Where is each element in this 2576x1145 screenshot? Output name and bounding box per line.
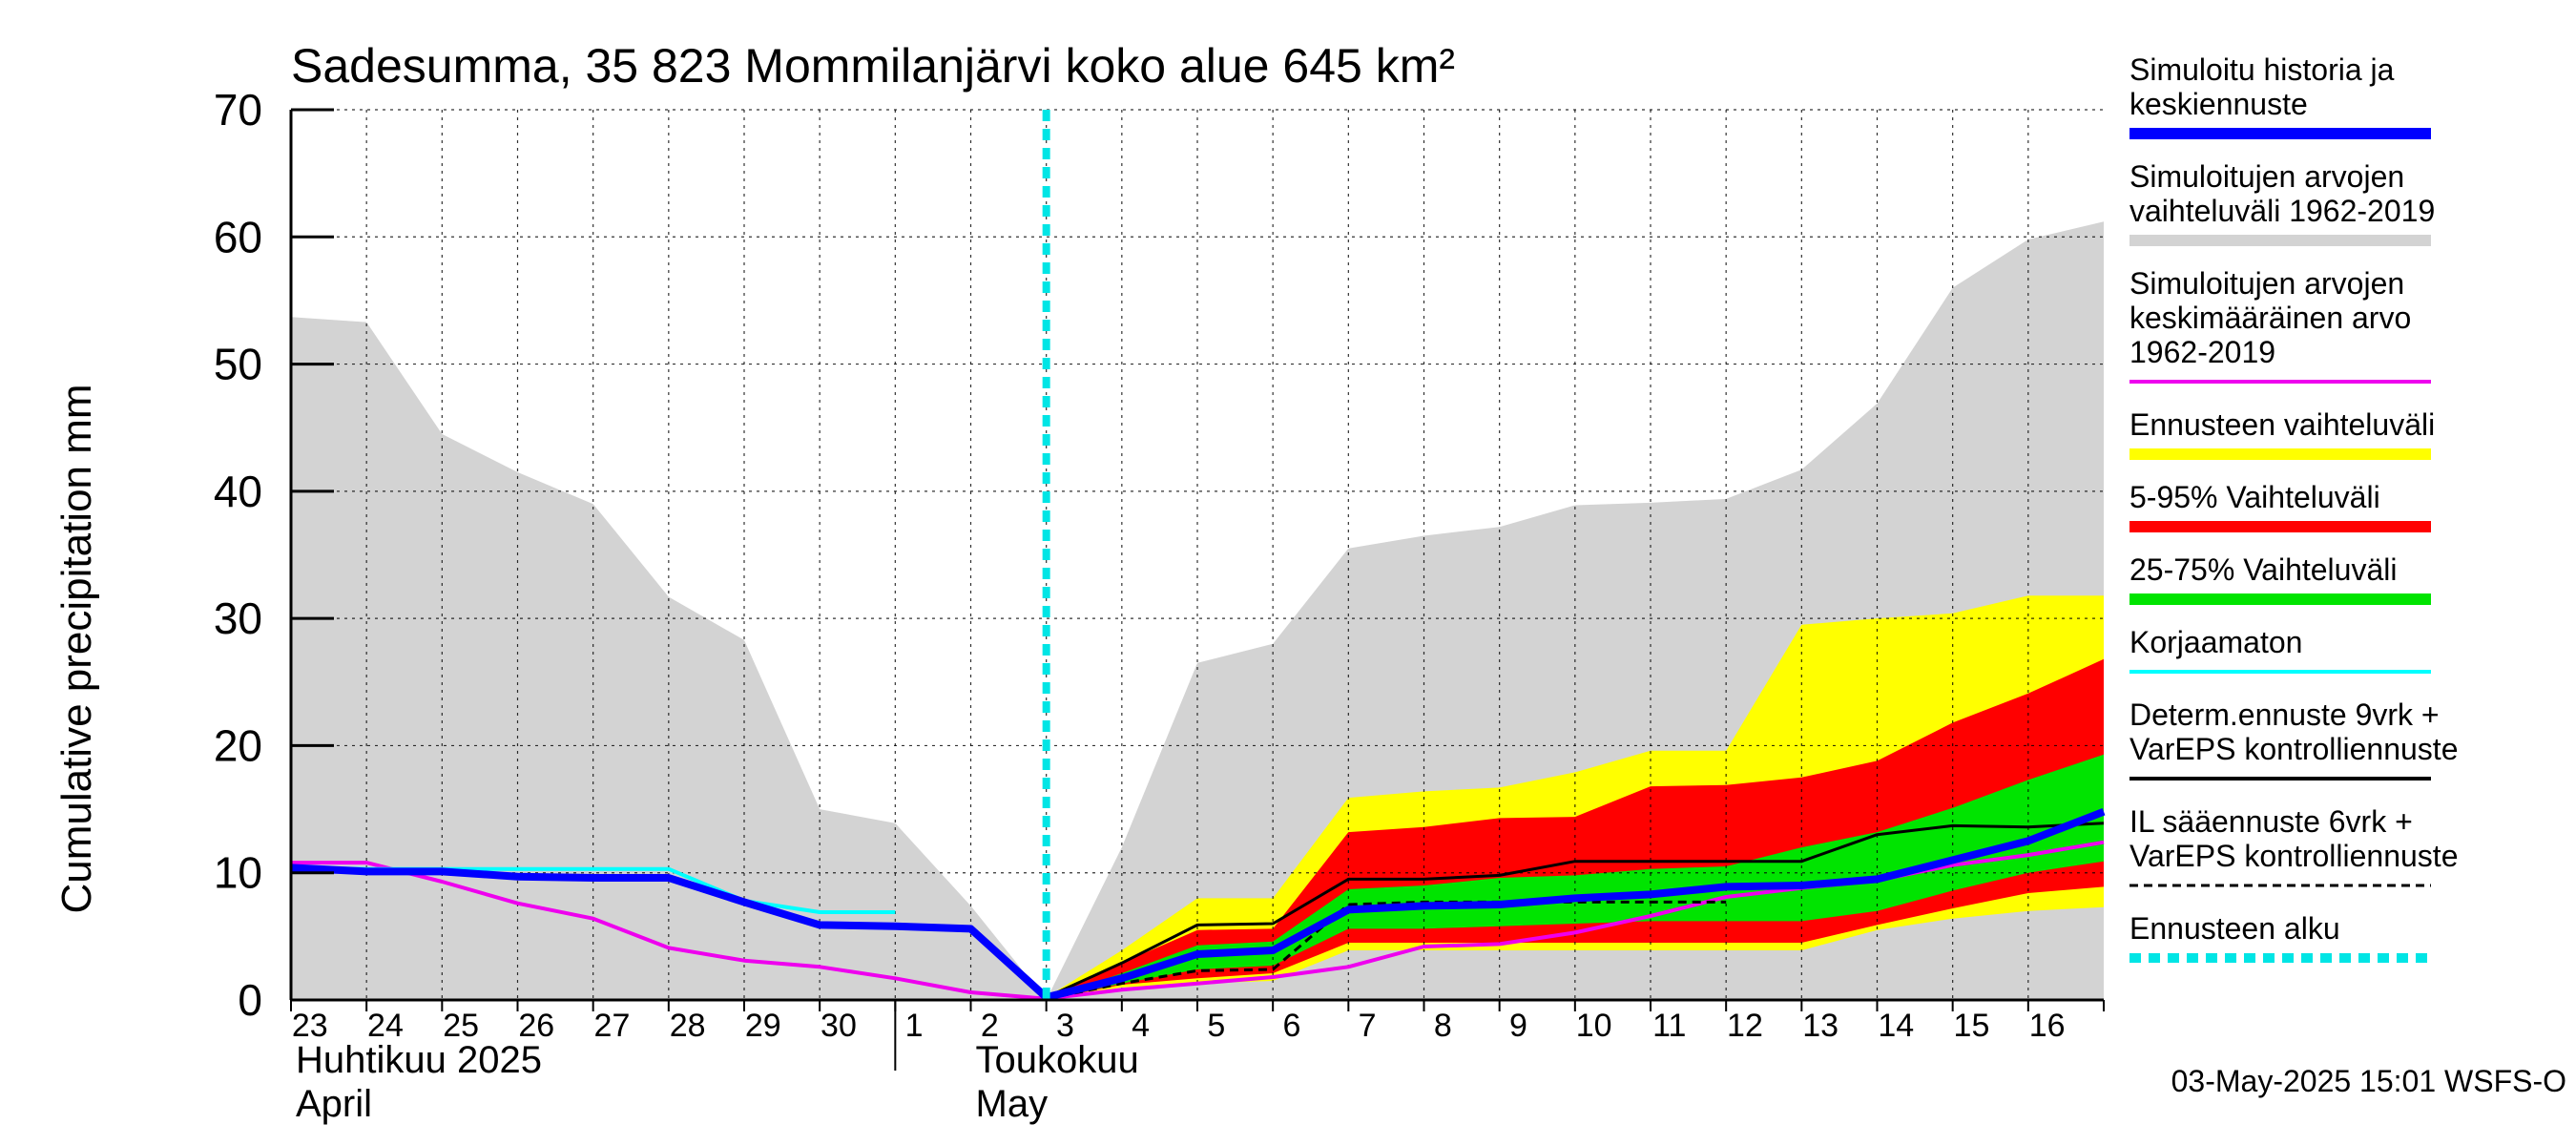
legend-label: Ennusteen vaihteluväli	[2129, 407, 2435, 442]
x-tick-label: 14	[1878, 1008, 1914, 1044]
x-tick-label: 13	[1802, 1008, 1839, 1044]
month-label: Huhtikuu 2025	[296, 1039, 542, 1081]
x-tick-label: 6	[1282, 1008, 1300, 1044]
x-tick-label: 3	[1056, 1008, 1074, 1044]
legend-label: keskimääräinen arvo	[2129, 301, 2411, 335]
x-tick-label: 25	[443, 1008, 479, 1044]
legend-label: 25-75% Vaihteluväli	[2129, 552, 2397, 587]
month-label: Toukokuu	[976, 1039, 1139, 1081]
chart-title: Sadesumma, 35 823 Mommilanjärvi koko alu…	[291, 39, 1455, 93]
y-tick-label: 70	[214, 85, 262, 135]
legend-label: VarEPS kontrolliennuste	[2129, 732, 2458, 766]
y-tick-label: 0	[238, 975, 262, 1025]
month-label-english: May	[976, 1083, 1049, 1125]
legend-label: Korjaamaton	[2129, 625, 2302, 659]
legend-label: VarEPS kontrolliennuste	[2129, 839, 2458, 873]
x-tick-label: 15	[1954, 1008, 1990, 1044]
x-tick-label: 7	[1359, 1008, 1377, 1044]
legend-label: 5-95% Vaihteluväli	[2129, 480, 2380, 514]
legend-label: vaihteluväli 1962-2019	[2129, 194, 2435, 228]
x-tick-label: 23	[292, 1008, 328, 1044]
il-forecast-line	[1046, 900, 1727, 1001]
timestamp-label: 03-May-2025 15:01 WSFS-O	[2171, 1064, 2566, 1098]
x-tick-label: 24	[367, 1008, 404, 1044]
legend-label: 1962-2019	[2129, 335, 2275, 369]
month-label-english: April	[296, 1083, 372, 1125]
legend-label: Simuloitu historia ja	[2129, 52, 2395, 87]
x-tick-label: 16	[2029, 1008, 2066, 1044]
legend-label: Ennusteen alku	[2129, 911, 2340, 946]
x-tick-label: 28	[670, 1008, 706, 1044]
x-tick-label: 27	[594, 1008, 631, 1044]
y-tick-label: 10	[214, 848, 262, 898]
x-tick-label: 4	[1132, 1008, 1150, 1044]
legend-label: keskiennuste	[2129, 87, 2308, 121]
legend-label: Simuloitujen arvojen	[2129, 266, 2404, 301]
y-axis-label: Cumulative precipitation mm	[53, 384, 100, 913]
x-tick-label: 1	[905, 1008, 924, 1044]
x-tick-label: 11	[1652, 1008, 1686, 1044]
x-tick-label: 8	[1434, 1008, 1452, 1044]
x-tick-label: 29	[745, 1008, 781, 1044]
determ-forecast-line	[1046, 822, 2105, 999]
simulated-line	[290, 807, 2106, 1002]
y-tick-label: 60	[214, 212, 262, 261]
legend-label: Simuloitujen arvojen	[2129, 159, 2404, 194]
y-tick-label: 40	[214, 467, 262, 516]
y-tick-label: 30	[214, 593, 262, 643]
x-tick-label: 26	[518, 1008, 554, 1044]
y-tick-label: 50	[214, 340, 262, 389]
x-tick-label: 30	[821, 1008, 857, 1044]
legend-label: IL sääennuste 6vrk +	[2129, 804, 2413, 839]
x-tick-label: 5	[1207, 1008, 1225, 1044]
x-tick-label: 10	[1576, 1008, 1612, 1044]
x-tick-label: 9	[1509, 1008, 1527, 1044]
legend-label: Determ.ennuste 9vrk +	[2129, 697, 2440, 732]
y-tick-label: 20	[214, 720, 262, 770]
x-tick-label: 12	[1727, 1008, 1763, 1044]
x-tick-label: 2	[981, 1008, 999, 1044]
